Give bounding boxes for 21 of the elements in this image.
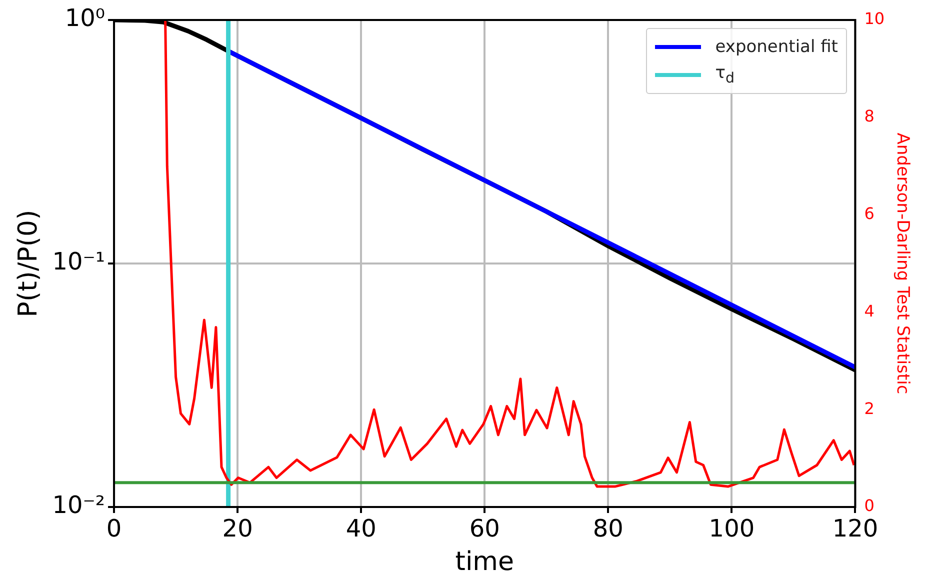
y2-tick-label: 8 xyxy=(864,106,874,126)
y2-tick-label: 4 xyxy=(864,301,874,320)
y-tick-label: 10⁰ xyxy=(64,4,106,32)
y-tick-label: 10⁻¹ xyxy=(52,248,106,276)
x-tick-label: 60 xyxy=(469,514,500,543)
y2-tick-label: 0 xyxy=(864,496,874,516)
y2-axis-title: Anderson-Darling Test Statistic xyxy=(892,132,912,394)
x-tick-label: 100 xyxy=(708,514,755,543)
legend-label: exponential fit xyxy=(715,37,838,57)
x-tick-label: 40 xyxy=(346,514,376,543)
x-tick-label: 0 xyxy=(106,514,122,543)
x-tick-label: 120 xyxy=(832,514,878,543)
y-tick-label: 10⁻² xyxy=(52,491,106,520)
y2-tick-label: 6 xyxy=(864,204,874,223)
y2-tick-label: 2 xyxy=(864,398,874,418)
x-axis-title: time xyxy=(455,547,514,578)
legend-label: τ$_{d}$ xyxy=(715,63,734,87)
x-tick-label: 80 xyxy=(592,514,624,543)
y2-tick-label: 10 xyxy=(864,9,885,28)
y-axis-title: P(t)/P(0) xyxy=(13,210,44,318)
x-tick-label: 20 xyxy=(222,514,253,543)
